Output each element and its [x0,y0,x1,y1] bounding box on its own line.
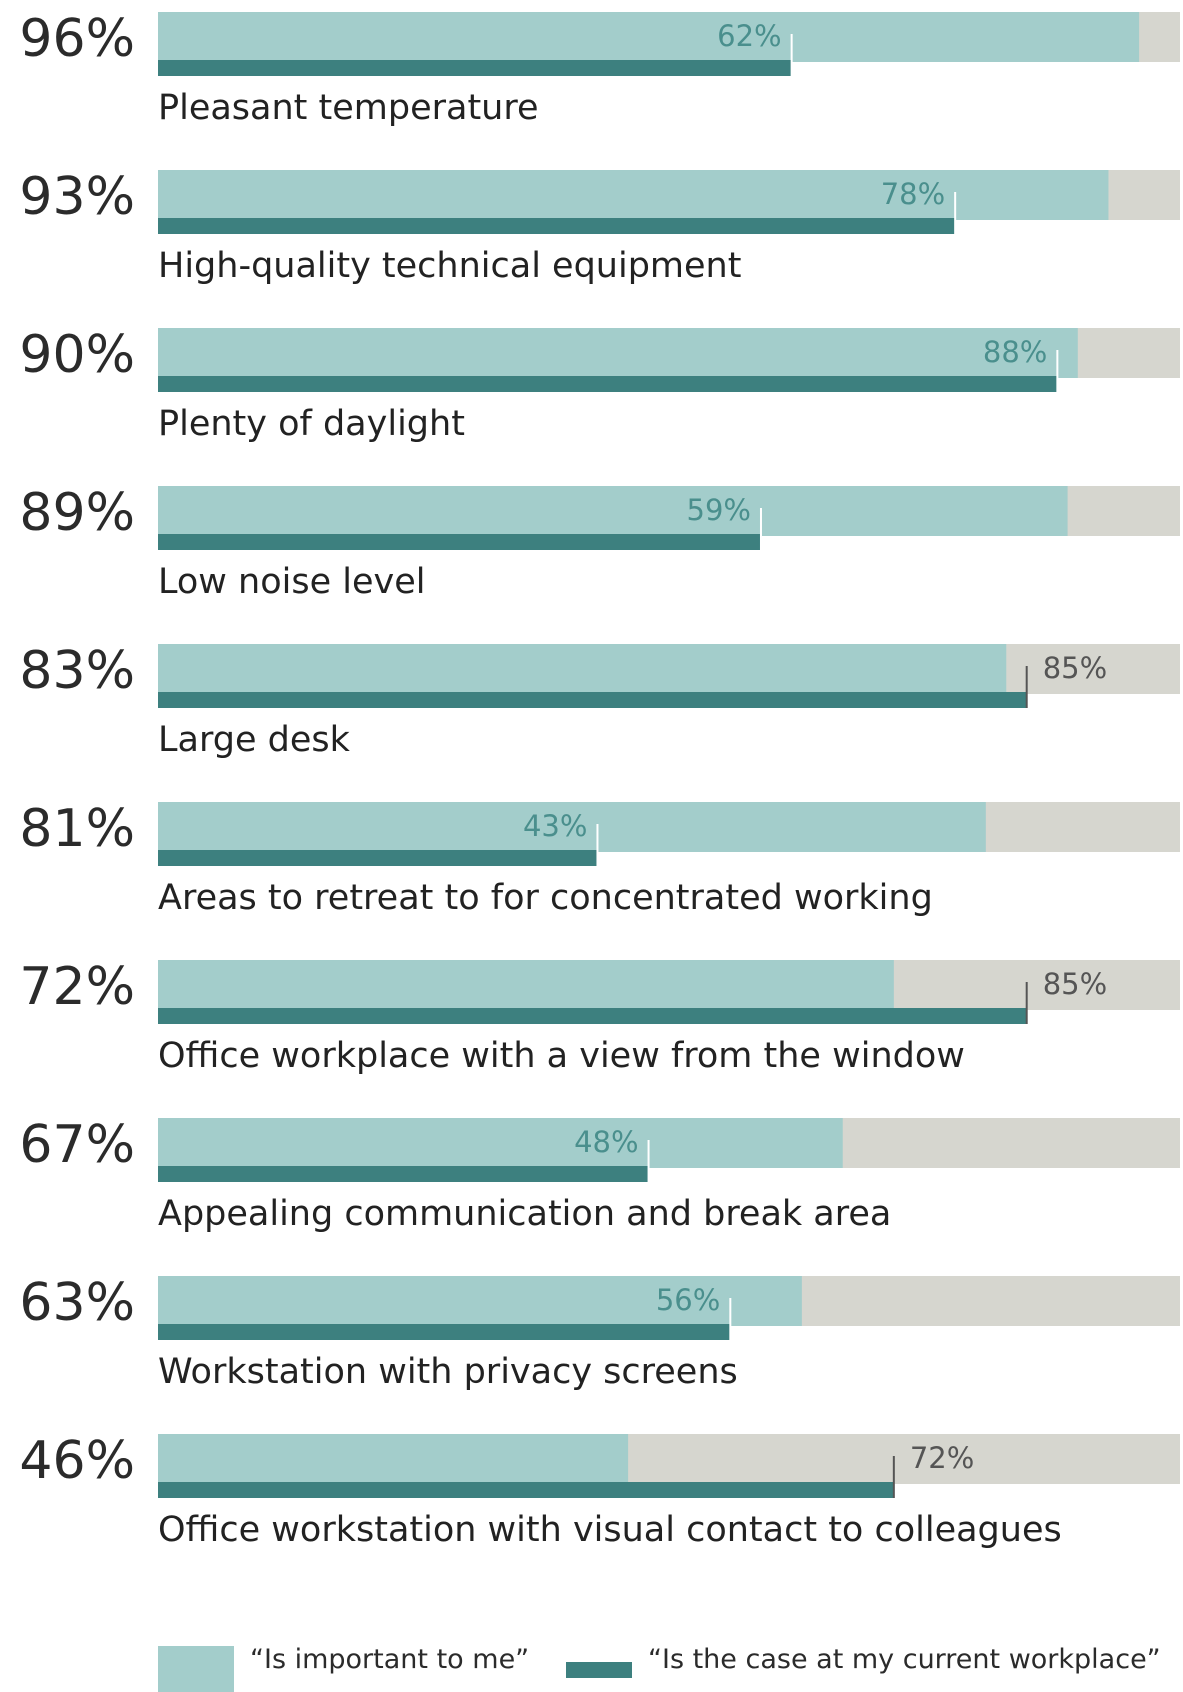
importance-percent: 89% [19,483,135,543]
bar-important [158,802,986,852]
value-tick [954,192,957,234]
importance-percent: 93% [19,167,135,227]
category-label: Workstation with privacy screens [158,1352,738,1392]
category-label: Appealing communication and break area [158,1194,891,1234]
bar-current [158,534,761,550]
bar-important [158,960,894,1010]
value-tick [1025,982,1028,1024]
legend-swatch-current [566,1662,632,1678]
value-tick [596,824,599,866]
legend-label-current: “Is the case at my current workplace” [648,1644,1161,1675]
category-label: Pleasant temperature [158,88,539,128]
bar-current [158,218,956,234]
bar-important [158,1118,843,1168]
category-label: Areas to retreat to for concentrated wor… [158,878,933,918]
current-value-label: 59% [687,493,751,527]
bar-important [158,328,1078,378]
bar-current [158,692,1027,708]
current-value-label: 43% [523,809,587,843]
category-label: Large desk [158,720,351,760]
importance-percent: 67% [19,1115,135,1175]
bar-important [158,644,1007,694]
current-value-label: 72% [910,1441,974,1475]
bar-current [158,376,1058,392]
importance-percent: 96% [19,9,135,69]
bar-current [158,1008,1027,1024]
bar-current [158,850,598,866]
importance-percent: 63% [19,1273,135,1333]
importance-percent: 72% [19,957,135,1017]
current-value-label: 78% [881,177,945,211]
current-value-label: 48% [574,1125,638,1159]
value-tick [729,1298,732,1340]
importance-percent: 81% [19,799,135,859]
category-label: High-quality technical equipment [158,246,741,286]
legend-swatch-important [158,1646,234,1692]
bar-important [158,170,1109,220]
current-value-label: 85% [1043,651,1107,685]
category-label: Plenty of daylight [158,404,465,444]
value-tick [1056,350,1059,392]
bar-important [158,12,1140,62]
value-tick [892,1456,895,1498]
bar-important [158,1276,802,1326]
value-tick [790,34,793,76]
bar-current [158,1166,649,1182]
current-value-label: 88% [983,335,1047,369]
importance-percent: 90% [19,325,135,385]
value-tick [759,508,762,550]
current-value-label: 62% [717,19,781,53]
importance-percent: 46% [19,1431,135,1491]
legend-label-important: “Is important to me” [250,1644,529,1675]
bar-current [158,1482,894,1498]
bar-important [158,1434,629,1484]
bar-current [158,60,792,76]
value-tick [1025,666,1028,708]
category-label: Office workstation with visual contact t… [158,1510,1062,1550]
category-label: Office workplace with a view from the wi… [158,1036,965,1076]
value-tick [647,1140,650,1182]
bar-current [158,1324,731,1340]
importance-percent: 83% [19,641,135,701]
current-value-label: 56% [656,1283,720,1317]
bar-important [158,486,1068,536]
category-label: Low noise level [158,562,426,602]
current-value-label: 85% [1043,967,1107,1001]
